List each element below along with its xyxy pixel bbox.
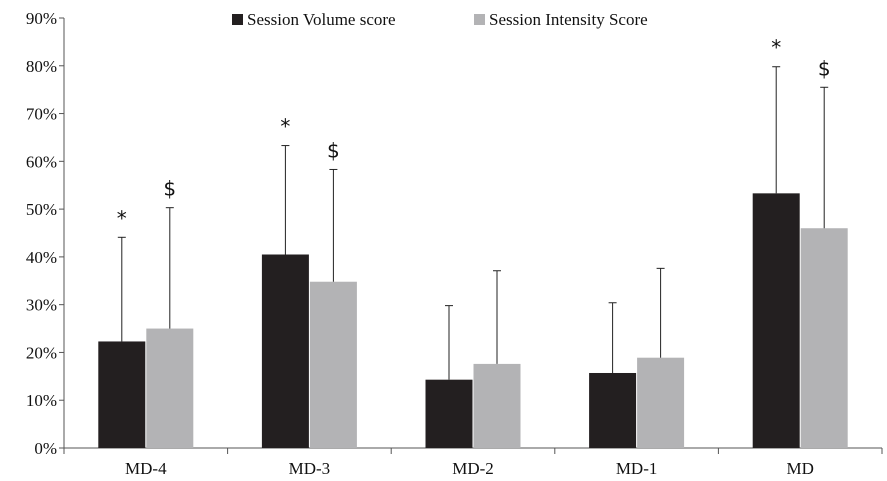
y-tick-label: 80% — [26, 57, 57, 76]
y-tick-label: 30% — [26, 296, 57, 315]
y-tick-label: 0% — [34, 439, 57, 458]
bar-volume — [425, 379, 473, 448]
x-tick-label: MD-3 — [289, 459, 331, 478]
significance-marker: * — [771, 36, 781, 60]
legend: Session Volume score Session Intensity Sc… — [232, 10, 648, 29]
y-tick-label: 10% — [26, 391, 57, 410]
bars — [98, 193, 848, 448]
legend-label: Session Volume score — [247, 10, 396, 29]
x-axis: MD-4 MD-3 MD-2 MD-1 MD — [63, 447, 883, 478]
y-tick-label: 50% — [26, 200, 57, 219]
significance-marker: * — [280, 115, 290, 139]
y-tick-label: 70% — [26, 105, 57, 124]
y-tick-label: 40% — [26, 248, 57, 267]
y-axis: 0% 10% 20% 30% 40% 50% 60% 70% 80% 90% — [26, 9, 65, 458]
significance-marker: $ — [818, 56, 831, 80]
bar-volume — [98, 341, 146, 448]
bar-volume — [261, 254, 309, 448]
bar-intensity — [309, 281, 357, 448]
legend-swatch — [232, 14, 243, 25]
legend-swatch — [474, 14, 485, 25]
x-tick-label: MD-4 — [125, 459, 167, 478]
y-tick-label: 90% — [26, 9, 57, 28]
bar-volume — [752, 193, 800, 448]
bar-intensity — [800, 228, 848, 448]
significance-marker: * — [117, 206, 127, 230]
legend-label: Session Intensity Score — [489, 10, 648, 29]
y-tick-label: 60% — [26, 152, 57, 171]
bar-intensity — [473, 363, 521, 448]
x-tick-label: MD-1 — [616, 459, 658, 478]
significance-marker: $ — [163, 177, 176, 201]
bar-intensity — [146, 328, 194, 448]
bar-intensity — [637, 357, 685, 448]
significance-markers: * * * $ $ $ — [117, 36, 831, 231]
x-tick-label: MD-2 — [452, 459, 494, 478]
y-tick-label: 20% — [26, 343, 57, 362]
error-bars — [117, 66, 829, 380]
significance-marker: $ — [327, 138, 340, 162]
x-tick-label: MD — [786, 459, 813, 478]
bar-volume — [589, 372, 637, 448]
